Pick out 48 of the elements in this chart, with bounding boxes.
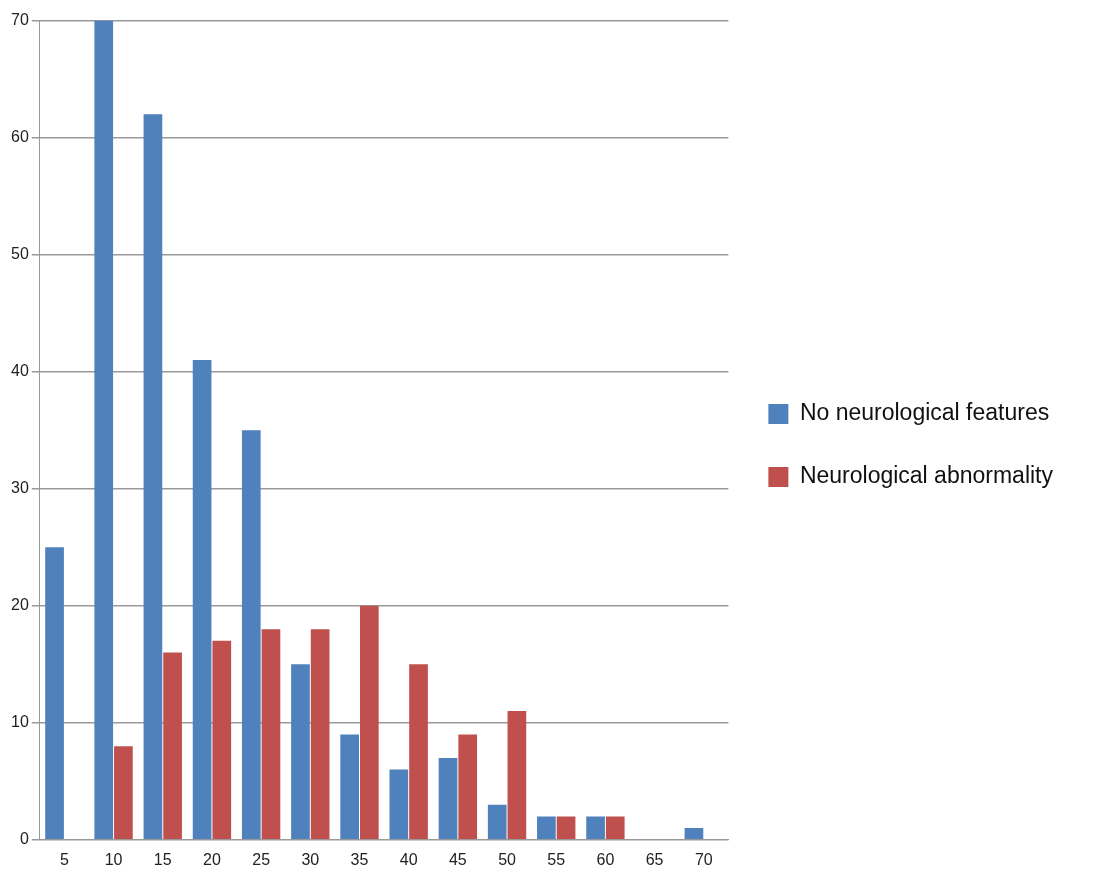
x-tick-label: 65 <box>645 850 664 868</box>
x-tick-label: 55 <box>547 850 566 868</box>
y-tick-label: 20 <box>11 596 29 614</box>
bar <box>340 734 359 840</box>
x-tick-label: 45 <box>448 850 467 868</box>
bar <box>310 629 330 840</box>
x-tick-label: 15 <box>153 850 172 868</box>
x-tick-label: 25 <box>252 850 271 868</box>
bar <box>192 359 212 840</box>
x-tick-label: 40 <box>399 850 418 868</box>
y-tick-label: 40 <box>11 362 29 380</box>
legend-label: No neurological features <box>799 399 1050 426</box>
bar <box>359 605 379 840</box>
bar <box>212 640 232 840</box>
x-tick-label: 35 <box>350 850 369 868</box>
x-tick-label: 20 <box>203 850 221 868</box>
bar <box>605 816 625 840</box>
bar <box>507 711 527 840</box>
legend-label: Neurological abnormality <box>799 462 1054 489</box>
y-tick-label: 10 <box>11 713 29 731</box>
bar <box>537 816 556 840</box>
x-tick-label: 10 <box>104 850 123 868</box>
bar <box>163 652 182 840</box>
bar <box>684 828 704 840</box>
bar <box>241 430 261 840</box>
x-tick-label: 60 <box>596 850 615 868</box>
bar <box>458 734 478 840</box>
x-tick-label: 30 <box>301 850 320 868</box>
bar <box>261 629 281 840</box>
bar <box>586 816 605 840</box>
bar <box>94 20 114 840</box>
bar <box>389 769 409 840</box>
y-tick-label: 70 <box>11 11 29 29</box>
y-tick-label: 30 <box>11 479 29 497</box>
bar <box>409 664 428 840</box>
bar <box>556 816 576 840</box>
bar <box>487 804 507 840</box>
x-tick-label: 70 <box>694 850 713 868</box>
bar <box>114 746 133 840</box>
bar <box>45 547 64 840</box>
y-tick-label: 60 <box>11 128 29 146</box>
y-tick-label: 0 <box>19 830 29 848</box>
bar <box>291 664 310 840</box>
y-tick-label: 50 <box>11 245 29 263</box>
bar <box>438 757 458 840</box>
x-tick-label: 50 <box>498 850 517 868</box>
x-tick-label: 5 <box>59 850 69 868</box>
bar <box>143 114 163 840</box>
